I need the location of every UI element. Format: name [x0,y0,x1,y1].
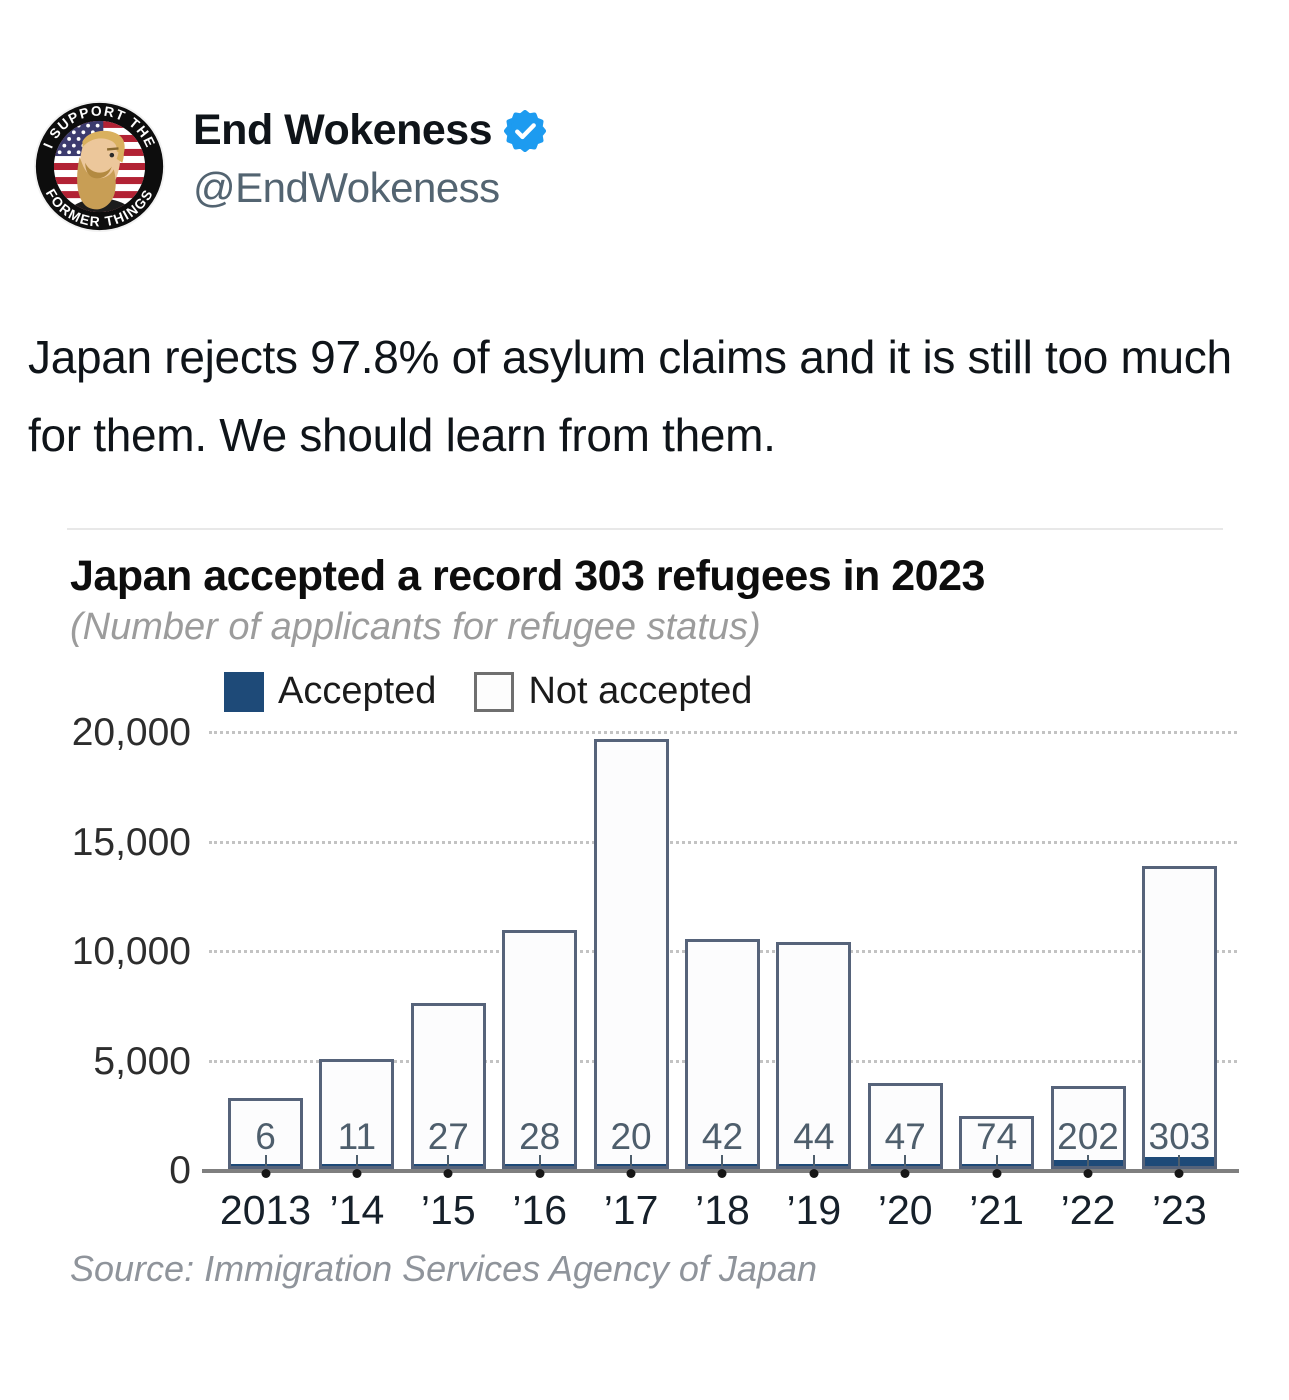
bar-group-16: 28 ’16 [502,930,578,1233]
axis-tick-dot [352,1169,362,1178]
label-leader-line [538,1155,541,1166]
x-tick-label: ’18 [695,1187,750,1233]
label-leader-line [904,1155,907,1166]
tweet-text: Japan rejects 97.8% of asylum claims and… [28,331,1232,461]
bar-value-label: 28 [519,1116,561,1157]
label-leader-line [264,1155,267,1166]
avatar-image: I SUPPORT THE FORMER THINGS [33,100,166,233]
avatar-flag-background [53,120,146,213]
display-name[interactable]: End Wokeness [193,106,493,154]
bar-value-label: 44 [793,1116,835,1157]
bar-value-label: 303 [1148,1116,1211,1157]
bar-value-label: 47 [884,1116,926,1157]
label-leader-line [355,1155,358,1166]
axis-tick-dot [261,1169,270,1178]
x-tick-label: ’15 [420,1187,476,1233]
bar-group-15: 27 ’15 [410,1003,486,1233]
bar-value-label: 6 [255,1116,276,1157]
x-tick-label: ’14 [329,1187,385,1233]
label-leader-line [812,1155,815,1166]
legend-label-not-accepted: Not accepted [528,670,753,712]
y-tick-label: 15,000 [71,820,191,864]
bar-value-label: 27 [427,1116,469,1157]
bar-group-21: 74 ’21 [959,1116,1035,1233]
label-leader-line [1178,1155,1181,1166]
bar-group-17: 20 ’17 [593,739,669,1233]
axis-tick-dot [443,1169,453,1178]
label-leader-line [995,1155,998,1166]
axis-tick-dot [809,1169,819,1178]
handle[interactable]: @EndWokeness [193,164,500,211]
bar-group-22: 202 ’22 [1050,1086,1126,1233]
chart-subtitle: (Number of applicants for refugee status… [70,606,761,648]
tweet-header: I SUPPORT THE FORMER THINGS End Wokeness [33,100,547,233]
x-tick-label: ’19 [786,1187,842,1233]
x-tick-label: ’21 [969,1187,1024,1233]
bar-group-20: 47 ’20 [867,1083,943,1233]
axis-tick-dot [1174,1169,1184,1178]
avatar[interactable]: I SUPPORT THE FORMER THINGS [33,100,166,233]
axis-tick-dot [900,1169,910,1178]
bar-not-accepted [867,1083,943,1169]
chart-source: Source: Immigration Services Agency of J… [70,1248,818,1289]
bar-value-label: 74 [976,1116,1018,1157]
legend-swatch-accepted [224,671,264,712]
bar-group-2013: 6 2013 [220,1098,311,1233]
x-tick-label: ’22 [1060,1187,1116,1233]
bar-value-label: 42 [701,1116,744,1157]
label-leader-line [1087,1155,1090,1166]
label-leader-line [721,1155,724,1166]
identity-block: End Wokeness @EndWokeness [193,100,547,212]
legend-swatch-not-accepted [474,671,515,712]
x-tick-label: ’17 [603,1187,659,1233]
y-tick-label: 20,000 [71,711,191,754]
label-leader-line [630,1155,633,1166]
bar-not-accepted [593,739,669,1169]
y-tick-label: 5,000 [93,1039,191,1083]
axis-tick-dot [626,1169,636,1178]
x-tick-label: ’20 [877,1187,933,1233]
divider [67,528,1223,530]
label-leader-line [447,1155,450,1166]
y-tick-label: 0 [169,1149,191,1192]
bar-group-23: 303 ’23 [1141,866,1217,1233]
bar-group-18: 42 ’18 [684,939,760,1233]
x-tick-label: 2013 [219,1187,312,1233]
bar-group-19: 44 ’19 [776,942,852,1233]
bar-not-accepted [776,942,852,1169]
bar-group-14: 11 ’14 [319,1059,395,1233]
verified-badge-icon [504,109,547,152]
bar-not-accepted [319,1059,395,1169]
gridline-15000 [209,840,1237,844]
x-tick-label: ’16 [512,1187,568,1233]
bar-value-label: 202 [1057,1116,1119,1157]
gridline-20000 [209,731,1237,734]
axis-tick-dot [535,1169,545,1178]
bar-value-label: 20 [610,1116,652,1157]
axis-tick-dot [992,1169,1002,1178]
bars-container: 6 2013 11 ’14 27 ’15 28 ’16 20 ’17 42 ’18 44 ’19 47 ’20… [220,739,1217,1233]
axis-tick-dot [717,1169,727,1178]
chart-title: Japan accepted a record 303 refugees in … [70,552,985,600]
chart-legend: Accepted Not accepted [224,670,752,713]
chart-plot-area: 6 2013 11 ’14 27 ’15 28 ’16 20 ’17 42 ’18 44 ’19 47 ’20… [72,712,1239,1233]
x-tick-label: ’23 [1152,1187,1207,1233]
y-tick-label: 10,000 [71,930,191,973]
legend-label-accepted: Accepted [278,670,437,712]
axis-tick-dot [1083,1169,1093,1178]
bar-value-label: 11 [337,1116,377,1157]
